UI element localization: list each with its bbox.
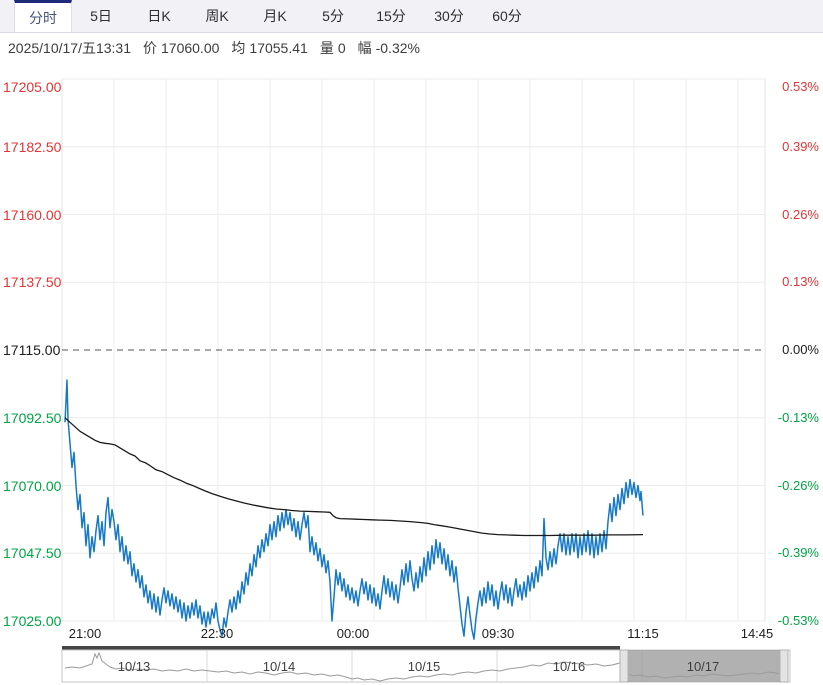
y-axis-price-label: 17047.50 [3,545,62,562]
nav-mini-line [64,651,784,682]
quote-datetime: 2025/10/17/五13:31 [8,39,131,56]
y-axis-percent-label: 0.00% [782,342,819,357]
y-axis-percent-label: 0.26% [782,206,819,222]
price-value: 17060.00 [161,39,220,56]
avg-label: 均 [231,39,246,56]
quote-average: 均 17055.41 [231,38,307,58]
y-axis-price-label: 17070.00 [3,477,62,494]
nav-selection-range[interactable] [628,650,780,682]
y-axis-percent-label: -0.39% [777,545,819,561]
tab-5day[interactable]: 5日 [90,8,112,24]
average-line [64,417,644,537]
plot-border [61,78,766,622]
nav-scroll-track[interactable] [62,646,620,650]
change-label: 幅 [357,39,372,56]
quote-price: 价 17060.00 [143,38,219,58]
y-axis-percent-label: 0.13% [782,274,819,290]
tab-weekly-k[interactable]: 周K [205,8,229,24]
x-axis-time-label: 00:00 [336,626,370,641]
nav-right-handle[interactable] [779,649,789,683]
volume-label: 量 [319,39,334,56]
tab-30min[interactable]: 30分 [434,8,464,24]
y-axis-price-label: 17115.00 [3,342,61,358]
tab-daily-k[interactable]: 日K [147,8,171,24]
y-axis-percent-label: 0.39% [782,138,819,154]
x-axis-time-label: 14:45 [740,626,774,641]
y-axis-price-label: 17205.00 [3,79,62,95]
nav-date-label: 10/14 [262,659,296,674]
nav-date-label: 10/16 [552,659,586,674]
price-label: 价 [143,39,157,56]
y-axis-price-label: 17092.50 [3,409,62,426]
tab-60min[interactable]: 60分 [492,8,522,24]
quote-change: 幅 -0.32% [358,38,420,58]
x-axis-time-label: 09:30 [481,626,515,641]
tab-monthly-k[interactable]: 月K [263,8,287,24]
change-value: -0.32% [375,39,420,56]
chart-period-tabbar: 分时 5日 日K 周K 月K 5分 15分 30分 60分 [0,0,823,33]
y-axis-percent-label: 0.53% [782,79,819,94]
y-axis-price-label: 17137.50 [3,274,62,291]
x-axis-time-label: 11:15 [627,626,659,641]
tab-15min[interactable]: 15分 [376,8,406,24]
y-axis-price-label: 17182.50 [3,138,62,155]
price-line [64,379,644,640]
nav-box [61,649,791,683]
x-axis-time-label: 21:00 [68,626,102,641]
y-axis-percent-label: -0.26% [777,477,819,493]
tab-5min[interactable]: 5分 [322,8,344,24]
x-axis-time-label: 22:30 [200,626,234,641]
y-axis-price-label: 17025.00 [3,613,62,629]
volume-value: 0 [337,39,346,56]
nav-date-label: 10/15 [407,659,441,674]
avg-value: 17055.41 [249,39,308,56]
y-axis-percent-label: -0.13% [777,409,819,425]
tab-fenshi-intraday[interactable]: 分时 [14,0,72,32]
y-axis-percent-label: -0.53% [777,613,819,628]
nav-left-handle[interactable] [619,649,629,683]
nav-date-label: 10/13 [117,659,151,674]
nav-date-label: 10/17 [686,659,720,674]
y-axis-price-label: 17160.00 [3,206,62,223]
